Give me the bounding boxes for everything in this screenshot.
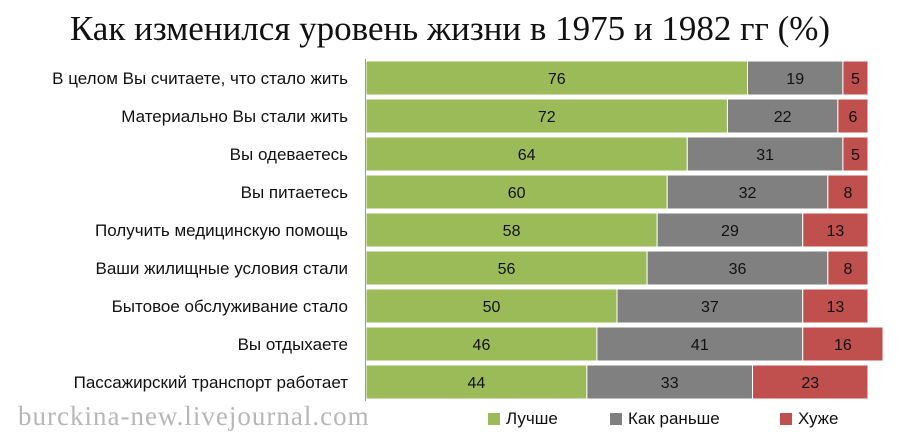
bar-same <box>616 288 804 324</box>
bar-same <box>666 174 829 210</box>
data-label-same: 36 <box>729 261 747 278</box>
data-labels: 76 19 5 72 22 6 64 31 5 60 32 8 58 29 13 56 36 8 50 37 13 46 4… <box>468 71 860 392</box>
category-label: Бытовое обслуживание стало <box>112 297 348 316</box>
data-label-worse: 16 <box>834 337 852 354</box>
category-label: Вы отдыхаете <box>238 335 348 354</box>
data-label-better: 56 <box>498 261 516 278</box>
watermark: burckina-new.livejournal.com <box>18 401 370 431</box>
bar-area <box>365 60 884 400</box>
data-label-worse: 5 <box>851 147 860 164</box>
category-labels: В целом Вы считаете, что стало жить Матер… <box>52 69 348 392</box>
bar-same <box>596 326 804 362</box>
legend-label-better: Лучше <box>506 409 558 428</box>
data-label-worse: 8 <box>843 261 852 278</box>
legend-item-worse: Хуже <box>780 406 838 432</box>
legend-label-same: Как раньше <box>628 409 720 428</box>
bar-same <box>586 364 754 400</box>
data-label-better: 72 <box>538 109 556 126</box>
bar-worse <box>837 98 869 134</box>
bar-better <box>365 98 728 134</box>
category-label: Вы питаетесь <box>241 183 348 202</box>
bar-better <box>365 174 668 210</box>
bar-worse <box>802 288 869 324</box>
data-label-same: 19 <box>786 71 804 88</box>
legend-swatch-better <box>488 413 500 425</box>
legend: Лучше Как раньше Хуже <box>0 406 900 432</box>
data-label-better: 60 <box>508 185 526 202</box>
bar-better <box>365 250 648 286</box>
bar-better <box>365 326 598 362</box>
bar-worse <box>827 250 869 286</box>
data-label-same: 31 <box>756 147 774 164</box>
bar-better <box>365 364 588 400</box>
data-label-same: 32 <box>739 185 757 202</box>
bar-worse <box>842 136 869 172</box>
bar-better <box>365 136 688 172</box>
bar-worse <box>802 326 884 362</box>
bar-same <box>686 136 844 172</box>
data-label-same: 37 <box>701 299 719 316</box>
bar-better <box>365 212 658 248</box>
legend-swatch-worse <box>780 413 792 425</box>
category-label: Пассажирский транспорт работает <box>74 373 349 392</box>
data-label-worse: 5 <box>851 71 860 88</box>
bar-worse <box>842 60 869 96</box>
category-label: Ваши жилищные условия стали <box>95 259 348 278</box>
data-label-better: 76 <box>548 71 566 88</box>
data-label-better: 58 <box>503 223 521 240</box>
category-label: Материально Вы стали жить <box>121 107 348 126</box>
bar-same <box>726 98 839 134</box>
category-label: Получить медицинскую помощь <box>95 221 348 240</box>
bar-worse <box>827 174 869 210</box>
legend-swatch-same <box>610 413 622 425</box>
data-label-same: 33 <box>661 375 679 392</box>
data-label-worse: 13 <box>826 223 844 240</box>
data-label-better: 44 <box>468 375 486 392</box>
data-label-better: 46 <box>473 337 491 354</box>
bar-worse <box>752 364 869 400</box>
data-label-worse: 13 <box>826 299 844 316</box>
category-label: Вы одеваетесь <box>230 145 348 164</box>
data-label-same: 29 <box>721 223 739 240</box>
data-label-same: 22 <box>774 109 792 126</box>
legend-item-same: Как раньше <box>610 406 720 432</box>
data-label-worse: 6 <box>848 109 857 126</box>
chart-title: Как изменился уровень жизни в 1975 и 198… <box>69 9 831 48</box>
data-label-better: 64 <box>518 147 536 164</box>
category-label: В целом Вы считаете, что стало жить <box>52 69 348 88</box>
data-label-worse: 8 <box>843 185 852 202</box>
bar-same <box>656 212 804 248</box>
legend-label-worse: Хуже <box>798 409 839 428</box>
bar-same <box>747 60 844 96</box>
data-label-same: 41 <box>691 337 709 354</box>
data-label-worse: 23 <box>801 375 819 392</box>
bar-better <box>365 60 749 96</box>
data-label-better: 50 <box>483 299 501 316</box>
legend-item-better: Лучше <box>488 406 558 432</box>
bar-worse <box>802 212 869 248</box>
bar-same <box>646 250 829 286</box>
